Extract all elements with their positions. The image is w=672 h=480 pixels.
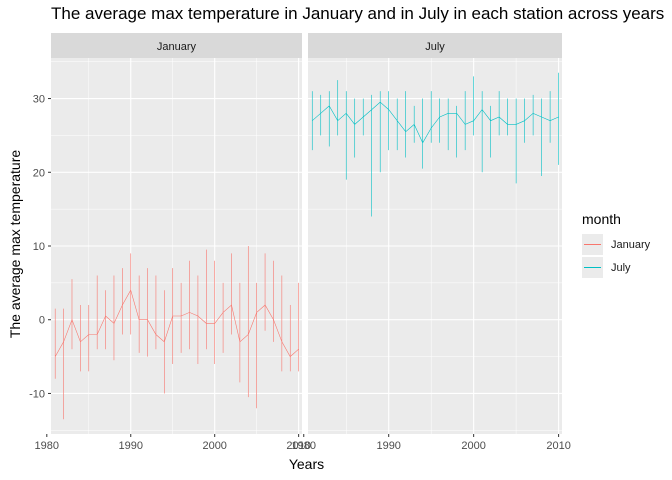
- x-tick-label: 2010: [286, 440, 310, 452]
- facet-strip-label-january: January: [157, 41, 197, 53]
- legend-label-january: January: [611, 238, 651, 251]
- x-tick-label: 2000: [461, 440, 485, 452]
- x-tick-label: 1990: [376, 440, 400, 452]
- y-tick-label: 30: [33, 94, 45, 106]
- x-axis-label: Years: [288, 456, 325, 472]
- series-line-july: [312, 101, 559, 144]
- y-tick-label: 0: [39, 315, 45, 327]
- legend-label-july: July: [611, 261, 631, 274]
- x-tick-label: 1990: [119, 440, 143, 452]
- legend-key-july: [582, 257, 603, 278]
- legend-item-july: July: [582, 256, 650, 279]
- legend-key-january: [582, 234, 603, 255]
- legend-item-january: January: [582, 233, 650, 256]
- x-tick-label: 1980: [292, 440, 316, 452]
- chart-title: The average max temperature in January a…: [51, 4, 665, 23]
- y-tick-label: -10: [29, 388, 45, 400]
- facet-strip-label-july: July: [425, 41, 445, 53]
- legend-title: month: [582, 211, 621, 227]
- x-tick-label: 2010: [546, 440, 570, 452]
- y-tick-label: 10: [33, 241, 45, 253]
- x-tick-label: 1980: [35, 440, 59, 452]
- x-tick-label: 2000: [202, 440, 226, 452]
- facet-strip-july: [308, 33, 562, 58]
- y-tick-label: 20: [33, 167, 45, 179]
- legend: month January July: [582, 211, 650, 279]
- facet-strip-january: [51, 33, 302, 58]
- y-axis-label: The average max temperature: [7, 149, 23, 339]
- series-line-january: [54, 289, 299, 358]
